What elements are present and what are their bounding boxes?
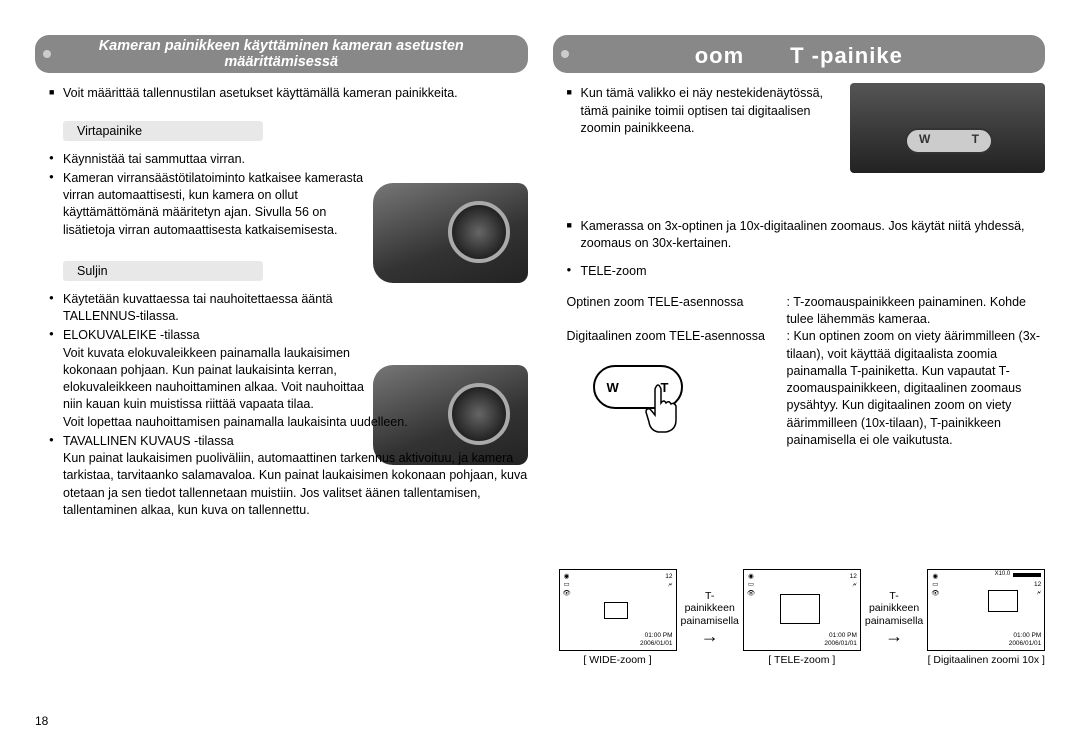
power-b2: Kameran virransäästötilatoiminto katkais… bbox=[49, 170, 369, 239]
screen-digital-group: ◉▭👁 X10.0 12 🗲 01:00 PM 2006/01/01 [ Dig… bbox=[927, 569, 1045, 666]
shutter-b3: TAVALLINEN KUVAUS -tilassa Kun painat la… bbox=[49, 433, 528, 519]
count-tele: 12 bbox=[850, 573, 857, 581]
zoom-screens-row: ◉▭👁 12 🗲 01:00 PM 2006/01/01 [ WIDE-zoom… bbox=[559, 569, 1046, 666]
right-intro: Kun tämä valikko ei näy nestekidenäytöss… bbox=[567, 85, 847, 138]
tele-list: TELE-zoom bbox=[567, 263, 1046, 280]
arrow-1: T-painikkeen painamisella → bbox=[681, 590, 739, 646]
digital-desc: : Kun optinen zoom on viety äärimmilleen… bbox=[787, 328, 1046, 449]
header-left: Kameran painikkeen käyttäminen kameran a… bbox=[35, 35, 528, 73]
wt-rocker-icon: W T bbox=[905, 128, 993, 154]
optical-row: Optinen zoom TELE-asennossa : T-zoomausp… bbox=[567, 294, 1046, 329]
t-label: T bbox=[972, 132, 979, 146]
camera-top-image: W T bbox=[850, 83, 1045, 173]
tele-label: TELE-zoom bbox=[567, 263, 1046, 280]
caption-dig: [ Digitaalinen zoomi 10x ] bbox=[927, 654, 1045, 666]
wt-button-icon: W T bbox=[593, 365, 683, 409]
header-dot-icon bbox=[43, 50, 51, 58]
icons-left: ◉▭👁 bbox=[563, 573, 571, 598]
left-column: Kameran painikkeen käyttäminen kameran a… bbox=[35, 35, 528, 726]
screen-wide-group: ◉▭👁 12 🗲 01:00 PM 2006/01/01 [ WIDE-zoom… bbox=[559, 569, 677, 666]
screen-tele: ◉▭👁 12 🗲 01:00 PM 2006/01/01 bbox=[743, 569, 861, 651]
time-dig: 01:00 PM 2006/01/01 bbox=[1009, 632, 1042, 647]
optical-label: Optinen zoom TELE-asennossa bbox=[567, 294, 787, 329]
shutter-b2-body: Voit kuvata elokuvaleikkeen painamalla l… bbox=[63, 345, 373, 414]
power-list: Käynnistää tai sammuttaa virran. Kameran… bbox=[49, 151, 369, 239]
shutter-b1: Käytetään kuvattaessa tai nauhoitettaess… bbox=[49, 291, 359, 326]
right-column: oom T -painike W T Kun tämä valikko ei n… bbox=[553, 35, 1046, 726]
camera-image-power bbox=[373, 183, 528, 283]
screen-wide: ◉▭👁 12 🗲 01:00 PM 2006/01/01 bbox=[559, 569, 677, 651]
focus-square-icon bbox=[780, 594, 820, 624]
shutter-b2-head: ELOKUVALEIKE -tilassa bbox=[63, 328, 200, 342]
wt-press-diagram: W T bbox=[553, 365, 683, 409]
right-info: Kamerassa on 3x-optinen ja 10x-digitaali… bbox=[567, 218, 1046, 253]
optical-desc: : T-zoomauspainikkeen painaminen. Kohde … bbox=[787, 294, 1046, 329]
arrow-icon: → bbox=[865, 627, 923, 645]
page: Kameran painikkeen käyttäminen kameran a… bbox=[35, 35, 1045, 726]
header-right: oom T -painike bbox=[553, 35, 1046, 73]
shutter-b3-head: TAVALLINEN KUVAUS -tilassa bbox=[63, 434, 234, 448]
arrow-icon: → bbox=[681, 627, 739, 645]
count-dig: 12 bbox=[1034, 581, 1041, 588]
caption-wide: [ WIDE-zoom ] bbox=[559, 654, 677, 666]
zoom-bar-icon bbox=[1013, 573, 1041, 577]
count-wide: 12 bbox=[665, 573, 672, 581]
icons-left: ◉▭👁 bbox=[747, 573, 755, 598]
caption-tele: [ TELE-zoom ] bbox=[743, 654, 861, 666]
header-right-text: oom T -painike bbox=[695, 43, 903, 68]
header-dot-icon bbox=[561, 50, 569, 58]
focus-square-icon bbox=[604, 602, 628, 619]
power-b1: Käynnistää tai sammuttaa virran. bbox=[49, 151, 369, 168]
time-tele: 01:00 PM 2006/01/01 bbox=[824, 632, 857, 647]
shutter-b2: ELOKUVALEIKE -tilassa Voit kuvata elokuv… bbox=[49, 327, 528, 431]
w-icon-label: W bbox=[607, 380, 619, 395]
subhead-power: Virtapainike bbox=[63, 121, 263, 141]
icons-left: ◉▭👁 bbox=[931, 573, 939, 598]
w-label: W bbox=[919, 132, 930, 146]
hand-press-icon bbox=[643, 381, 683, 433]
arrow-2: T-painikkeen painamisella → bbox=[865, 590, 923, 646]
shutter-b2-tail: Voit lopettaa nauhoittamisen painamalla … bbox=[63, 414, 528, 431]
page-number: 18 bbox=[35, 714, 48, 728]
subhead-shutter: Suljin bbox=[63, 261, 263, 281]
screen-tele-group: ◉▭👁 12 🗲 01:00 PM 2006/01/01 [ TELE-zoom… bbox=[743, 569, 861, 666]
header-left-text: Kameran painikkeen käyttäminen kameran a… bbox=[99, 38, 464, 70]
left-intro: Voit määrittää tallennustilan asetukset … bbox=[49, 85, 528, 103]
shutter-b3-body: Kun painat laukaisimen puoliväliin, auto… bbox=[63, 450, 528, 519]
shutter-list: Käytetään kuvattaessa tai nauhoitettaess… bbox=[49, 291, 528, 519]
screen-digital: ◉▭👁 X10.0 12 🗲 01:00 PM 2006/01/01 bbox=[927, 569, 1045, 651]
arrow-label-1: T-painikkeen painamisella bbox=[681, 590, 739, 628]
zoom-x-label: X10.0 bbox=[995, 571, 1011, 577]
arrow-label-2: T-painikkeen painamisella bbox=[865, 590, 923, 628]
time-wide: 01:00 PM 2006/01/01 bbox=[640, 632, 673, 647]
focus-square-icon bbox=[988, 590, 1018, 612]
